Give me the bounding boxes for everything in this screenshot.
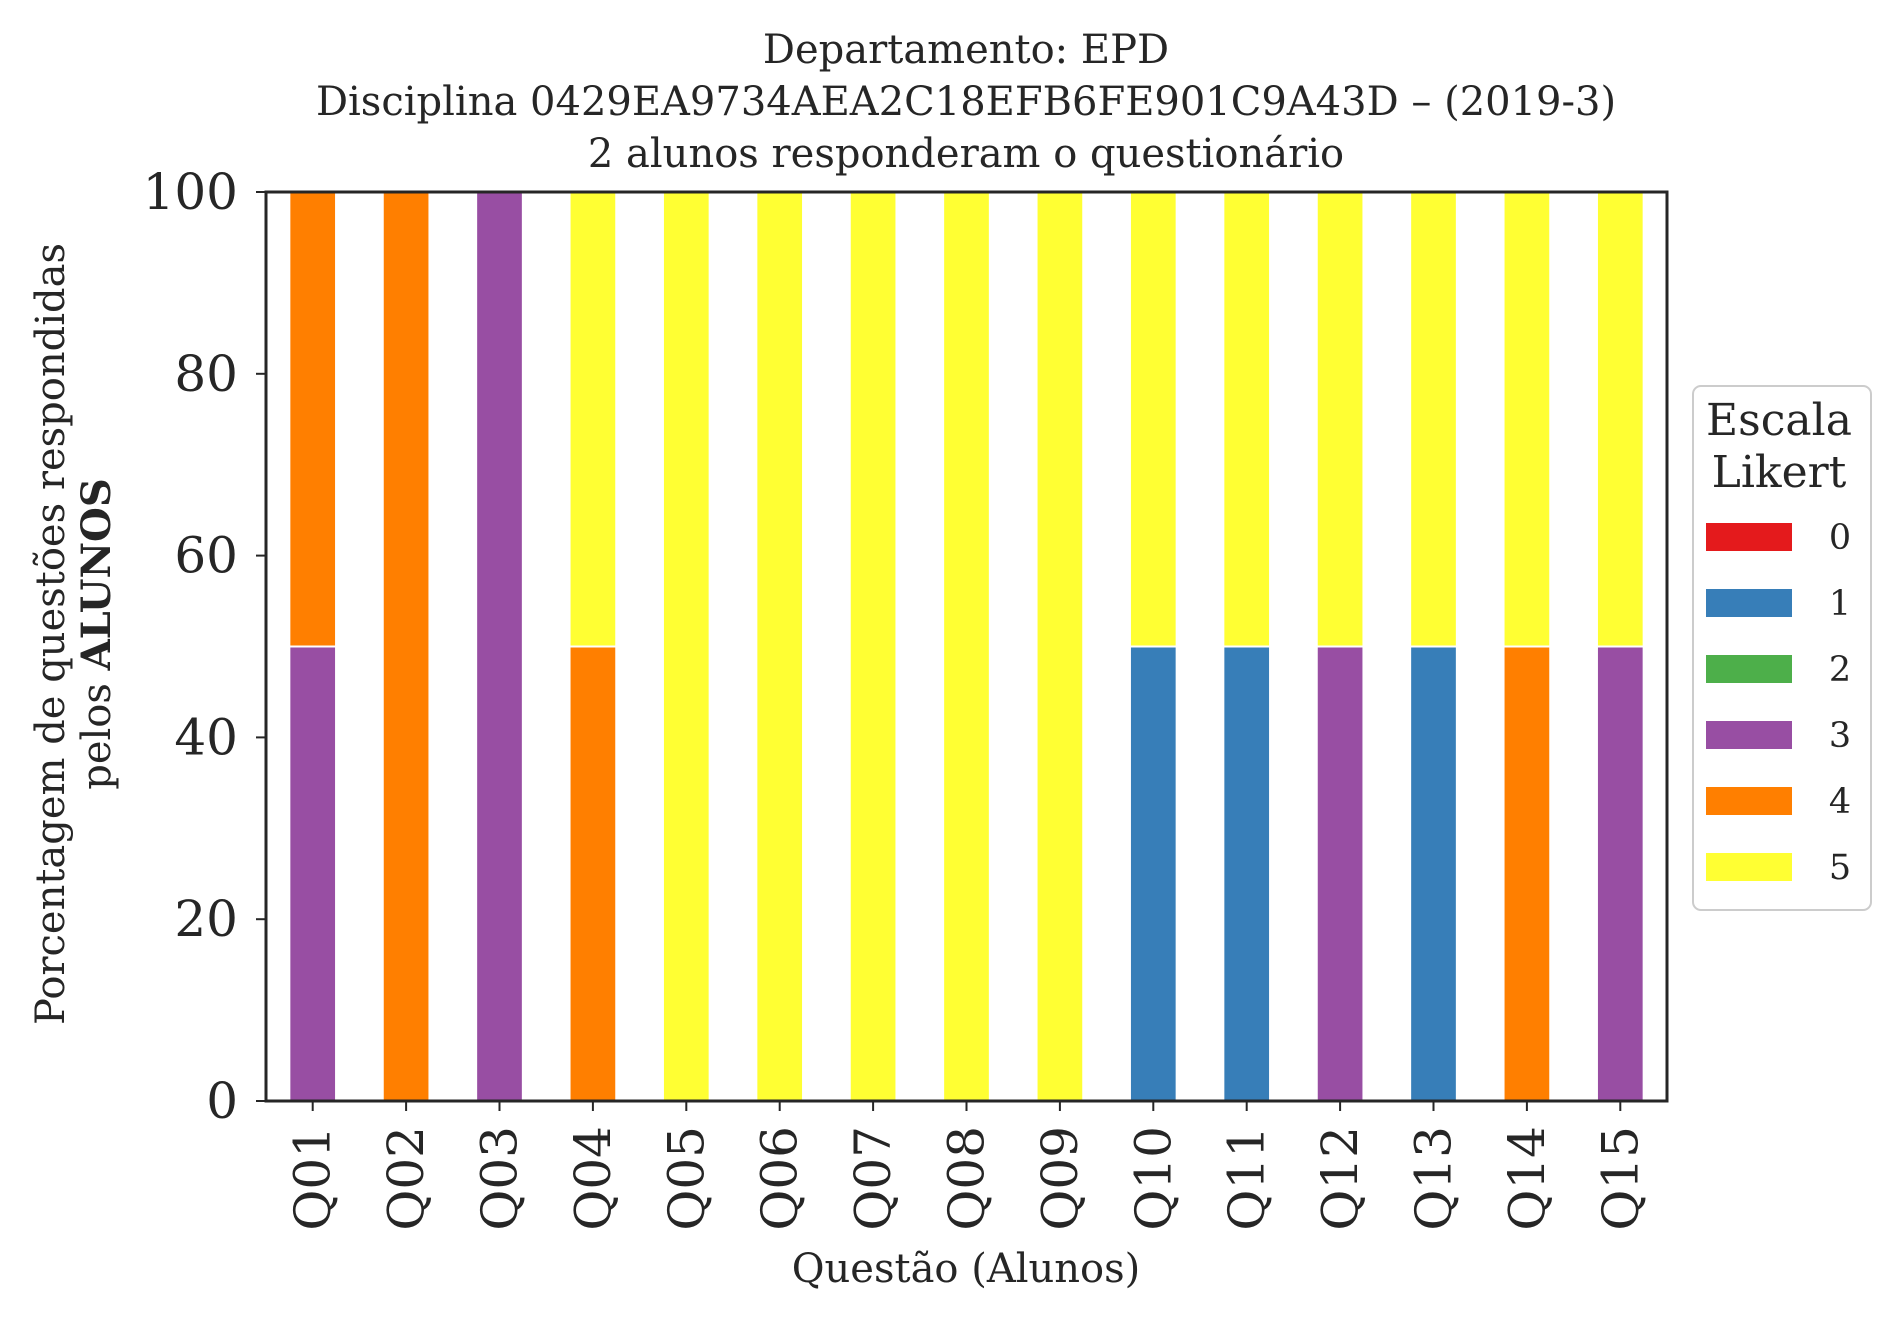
bar-Q15-likert-3 [1595,645,1645,1102]
legend-label-5: 5 [1829,848,1851,888]
x-tick-label-Q01: Q01 [284,1126,342,1231]
x-tick-label-Q09: Q09 [1031,1126,1089,1231]
x-tick-label-Q06: Q06 [751,1126,809,1231]
x-tick-label-Q05: Q05 [657,1126,715,1231]
bar-Q01-likert-3 [288,645,338,1102]
legend-label-4: 4 [1829,782,1851,822]
bar-Q15-likert-5 [1595,191,1645,648]
bar-Q10-likert-1 [1128,645,1178,1102]
y-tick-label-80: 80 [174,345,238,403]
legend-swatch-3 [1706,721,1792,749]
x-tick-label-Q02: Q02 [377,1126,435,1231]
bar-Q08-likert-5 [942,191,991,1102]
y-axis-label-line-2: pelos ALUNOS [73,478,120,790]
legend-label-0: 0 [1829,518,1851,558]
legend-swatch-4 [1706,787,1792,815]
y-tick-label-0: 0 [206,1072,238,1130]
bars-layer [288,191,1645,1102]
bar-Q04-likert-5 [568,191,618,648]
bar-Q04-likert-4 [568,645,618,1102]
chart-title-line-3: 2 alunos responderam o questionário [588,131,1344,177]
x-tick-label-Q10: Q10 [1124,1126,1182,1231]
bar-Q06-likert-5 [755,191,805,1102]
bar-Q11-likert-5 [1222,191,1272,648]
y-tick-label-20: 20 [174,890,238,948]
legend-title-line-2: Likert [1712,447,1847,498]
bar-Q01-likert-4 [288,191,338,648]
x-tick-label-Q13: Q13 [1405,1126,1463,1231]
bar-Q07-likert-5 [848,191,898,1102]
chart-title: Departamento: EPD Disciplina 0429EA9734A… [316,27,1616,177]
y-tick-label-100: 100 [143,163,238,221]
legend-title-line-1: Escala [1706,395,1852,446]
x-tick-label-Q08: Q08 [938,1126,996,1231]
bar-Q11-likert-1 [1222,645,1272,1102]
x-tick-label-Q15: Q15 [1591,1126,1649,1231]
legend-swatch-1 [1706,589,1792,617]
x-tick-label-Q03: Q03 [471,1126,529,1231]
bar-Q13-likert-1 [1409,645,1458,1102]
legend-items: 0 1 2 3 4 5 [1706,518,1851,888]
legend-swatch-5 [1706,853,1792,881]
y-axis-label-prefix: pelos [74,670,120,789]
bar-Q14-likert-5 [1502,191,1552,648]
legend-label-1: 1 [1829,584,1851,624]
bar-Q03-likert-3 [475,191,524,1102]
chart-title-line-1: Departamento: EPD [763,27,1169,73]
legend: Escala Likert 0 1 2 3 4 5 [1692,385,1872,911]
y-axis-label-line-1: Porcentagem de questões respondidas [28,243,74,1025]
y-ticks-layer: 0 20 40 60 80 100 [143,163,266,1130]
bar-Q02-likert-4 [381,191,431,1102]
bar-Q12-likert-3 [1315,645,1365,1102]
legend-label-2: 2 [1829,650,1851,690]
y-tick-label-40: 40 [174,708,238,766]
legend-box [1692,385,1872,911]
x-ticks-layer: Q01 Q02 Q03 Q04 Q05 Q06 Q07 Q08 Q09 Q10 Q11 Q12 Q13 Q… [284,1101,1649,1231]
x-tick-label-Q12: Q12 [1311,1126,1369,1231]
legend-swatch-0 [1706,523,1792,551]
bar-Q13-likert-5 [1409,191,1458,648]
legend-swatch-2 [1706,655,1792,683]
y-axis-label-bold: ALUNOS [73,478,120,671]
x-tick-label-Q07: Q07 [844,1126,902,1231]
legend-label-3: 3 [1829,716,1851,756]
x-tick-label-Q11: Q11 [1218,1126,1276,1231]
x-tick-label-Q04: Q04 [564,1126,622,1231]
bar-Q10-likert-5 [1128,191,1178,648]
y-tick-label-60: 60 [174,527,238,585]
chart-title-line-2: Disciplina 0429EA9734AEA2C18EFB6FE901C9A… [316,79,1616,125]
bar-Q05-likert-5 [661,191,711,1102]
x-tick-label-Q14: Q14 [1498,1126,1556,1231]
bar-Q12-likert-5 [1315,191,1365,648]
plot-area-frame [264,190,1669,1103]
bar-Q09-likert-5 [1035,191,1085,1102]
x-axis-label: Questão (Alunos) [792,1246,1141,1292]
bar-Q14-likert-4 [1502,645,1552,1102]
